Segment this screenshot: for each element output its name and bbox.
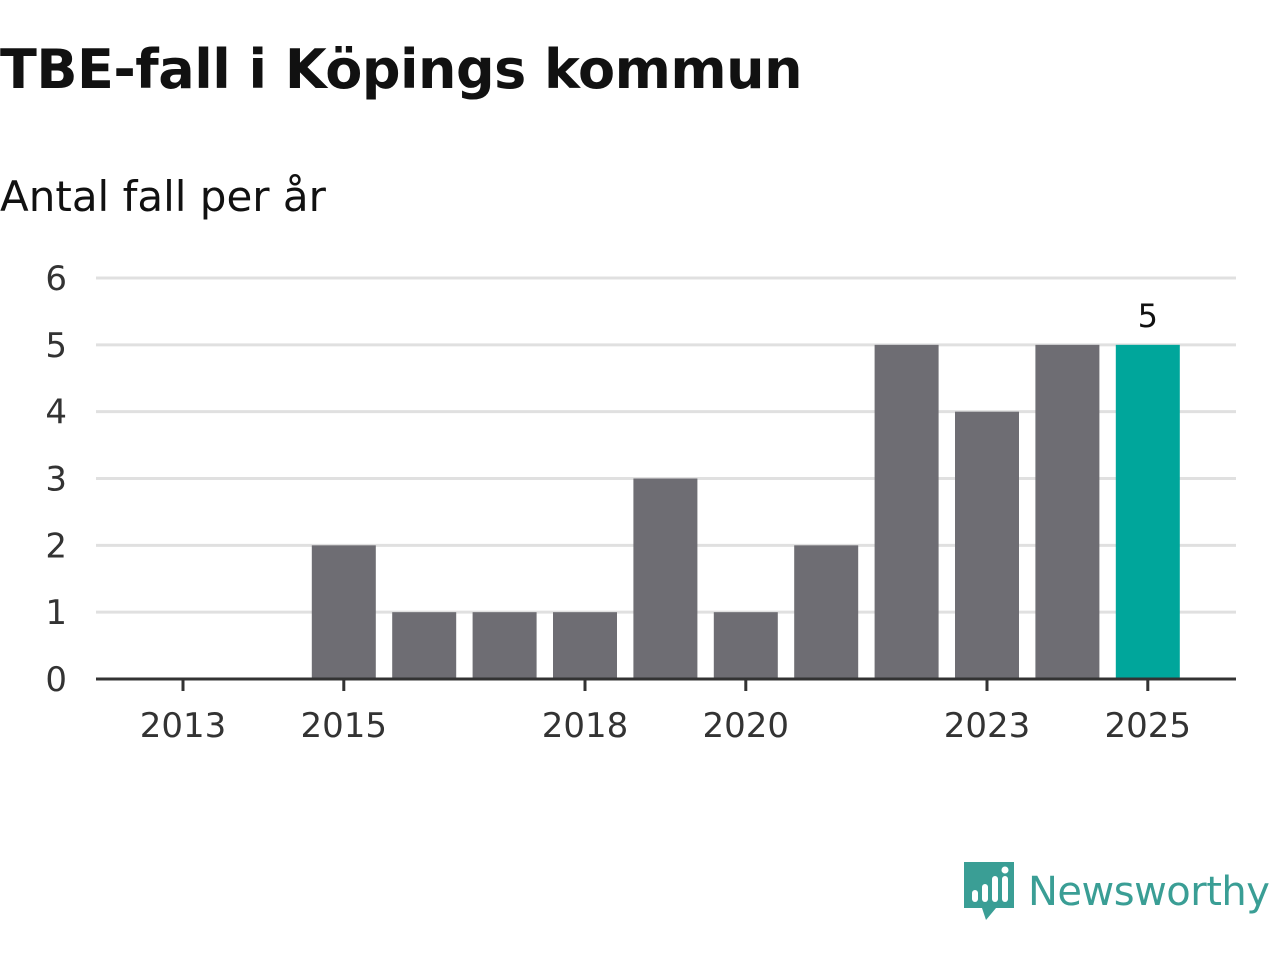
y-tick-label: 6 (45, 259, 67, 299)
x-tick-label: 2013 (140, 706, 227, 746)
bar-2021 (794, 545, 859, 679)
x-tick-label: 2020 (703, 706, 790, 746)
bar-2017 (472, 612, 537, 679)
bar-2022 (874, 344, 939, 679)
bar-2016 (392, 612, 457, 679)
bar-2015 (311, 545, 376, 679)
bar-2024 (1035, 344, 1100, 679)
y-tick-label: 1 (45, 593, 67, 633)
bar-2025 (1115, 344, 1180, 679)
annotations: 5 (1138, 297, 1158, 335)
x-tick-label: 2015 (301, 706, 388, 746)
bar-2023 (955, 411, 1019, 679)
value-label: 5 (1138, 297, 1158, 335)
brand-logo: Newsworthy (964, 862, 1270, 922)
chart-title: TBE-fall i Köpings kommun (0, 38, 803, 101)
newsworthy-logo-icon (964, 862, 1014, 920)
bar-2020 (713, 612, 778, 679)
x-axis-ticks: 2013 2015 2018 2020 2023 2025 (140, 679, 1191, 746)
y-tick-label: 2 (45, 526, 67, 566)
bars (311, 344, 1180, 679)
brand-name: Newsworthy (1028, 869, 1270, 915)
y-tick-label: 3 (45, 460, 67, 500)
x-tick-label: 2025 (1105, 706, 1192, 746)
chart-subtitle: Antal fall per år (0, 172, 326, 221)
y-tick-label: 5 (45, 326, 67, 366)
y-tick-label: 4 (45, 393, 67, 433)
bar-2018 (553, 612, 617, 679)
bar-2019 (633, 478, 698, 679)
y-tick-label: 0 (45, 660, 67, 700)
y-axis-ticks: 0 1 2 3 4 5 6 (45, 259, 67, 700)
bar-chart: 0 1 2 3 4 5 6 2013 2015 2018 2020 2023 2025 5 (45, 259, 1236, 746)
x-tick-label: 2018 (542, 706, 629, 746)
x-tick-label: 2023 (944, 706, 1031, 746)
